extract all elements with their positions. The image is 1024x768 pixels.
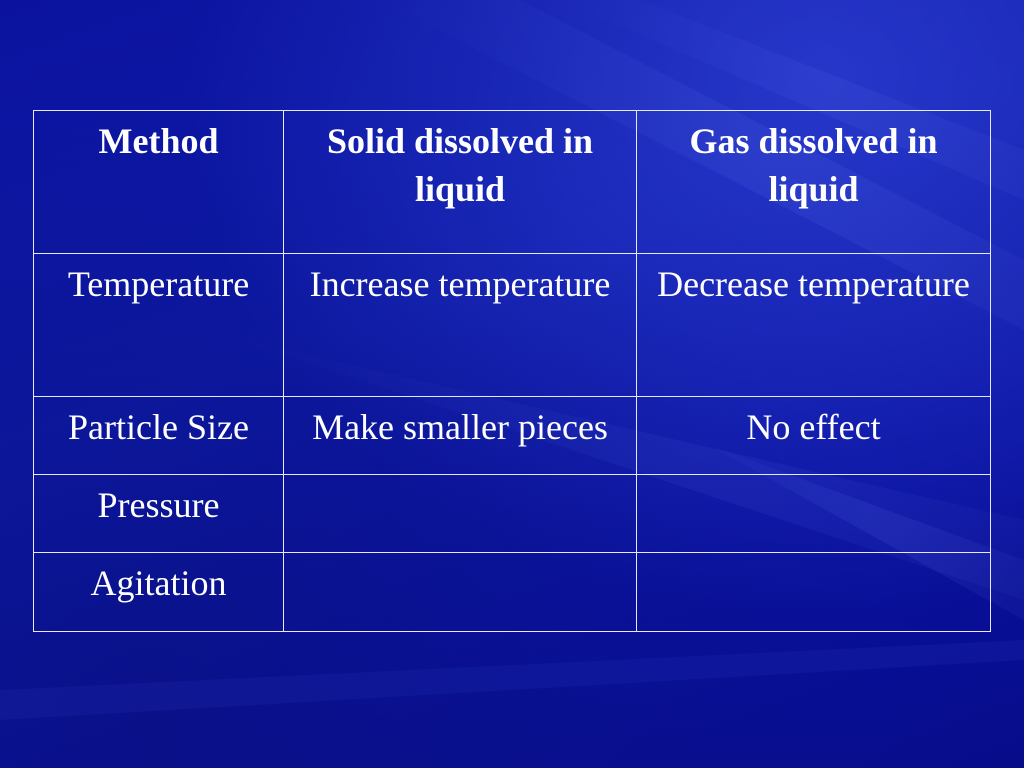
table-cell (283, 552, 637, 632)
table-cell (636, 474, 991, 553)
table-cell (636, 552, 991, 632)
header-method: Method (33, 110, 284, 254)
table-cell: Temperature (33, 253, 284, 397)
table-cell: Particle Size (33, 396, 284, 475)
table-cell (283, 474, 637, 553)
table-cell: Agitation (33, 552, 284, 632)
solubility-table: Method Solid dissolved in liquid Gas dis… (33, 110, 991, 632)
table-row: Agitation (33, 552, 991, 632)
header-solid-dissolved: Solid dissolved in liquid (283, 110, 637, 254)
table-row: Temperature Increase temperature Decreas… (33, 253, 991, 397)
table-row: Particle Size Make smaller pieces No eff… (33, 396, 991, 475)
header-gas-dissolved: Gas dissolved in liquid (636, 110, 991, 254)
table-cell: Decrease temperature (636, 253, 991, 397)
table-cell: Pressure (33, 474, 284, 553)
table-cell: No effect (636, 396, 991, 475)
table-row: Pressure (33, 474, 991, 553)
table-cell: Make smaller pieces (283, 396, 637, 475)
table-cell: Increase temperature (283, 253, 637, 397)
table-header-row: Method Solid dissolved in liquid Gas dis… (33, 110, 991, 254)
